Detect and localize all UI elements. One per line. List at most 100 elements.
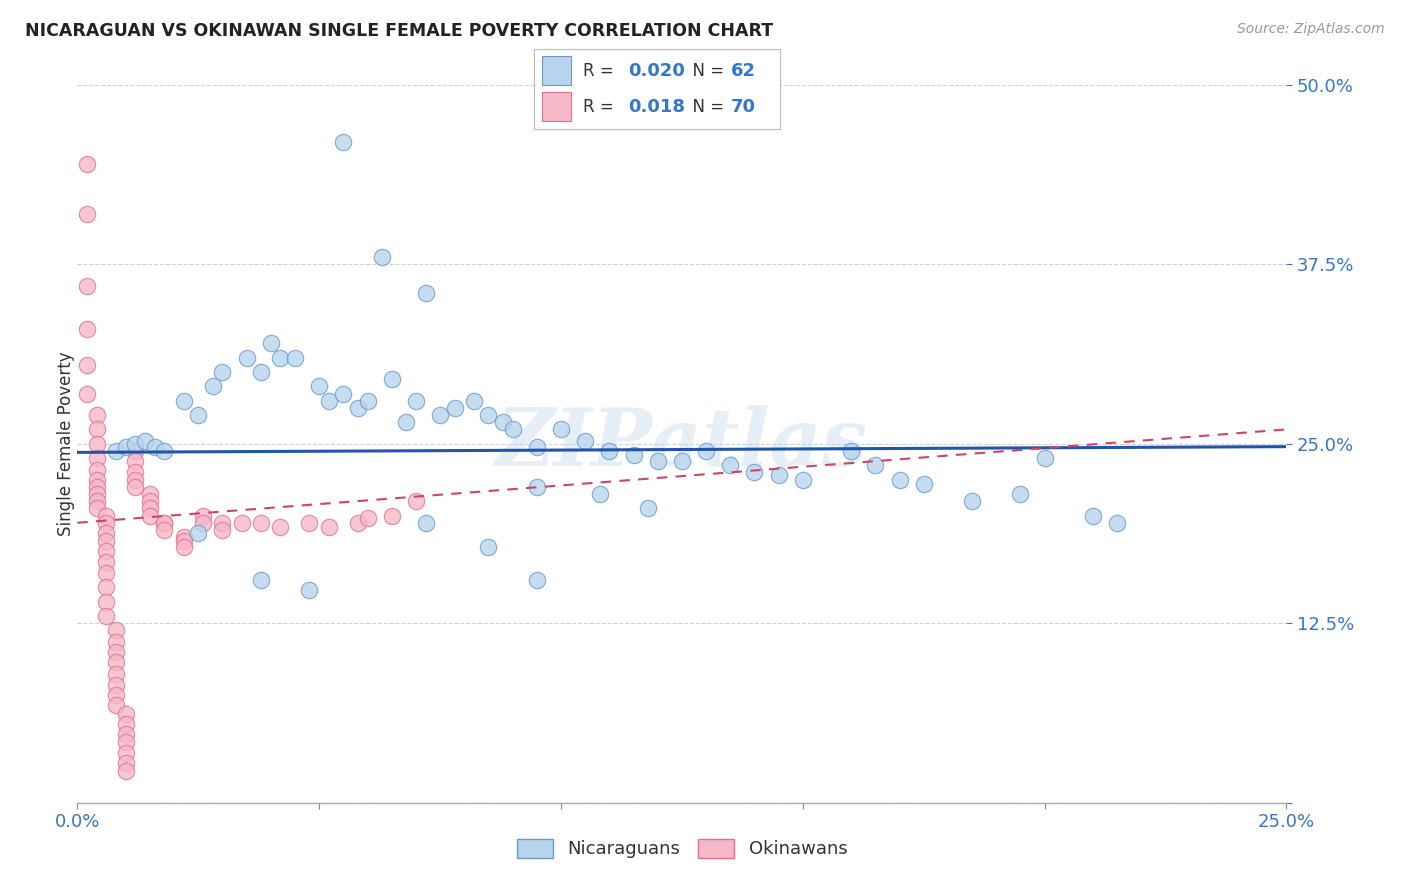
Point	[718, 458, 741, 473]
Point	[347, 516, 370, 530]
Point	[623, 448, 645, 462]
Point	[260, 336, 283, 351]
Point	[114, 746, 136, 760]
Point	[86, 436, 108, 450]
Point	[201, 379, 224, 393]
Point	[86, 487, 108, 501]
Point	[589, 487, 612, 501]
Point	[114, 756, 136, 770]
Point	[153, 516, 176, 530]
Point	[768, 468, 790, 483]
Point	[318, 393, 340, 408]
Point	[463, 393, 485, 408]
Point	[865, 458, 887, 473]
Point	[114, 735, 136, 749]
Point	[114, 706, 136, 721]
Point	[839, 444, 862, 458]
Text: 0.018: 0.018	[627, 98, 685, 116]
Point	[139, 501, 162, 516]
Point	[1081, 508, 1104, 523]
Point	[173, 534, 195, 549]
Point	[191, 508, 214, 523]
Point	[405, 494, 427, 508]
Point	[105, 645, 128, 659]
Point	[477, 408, 499, 422]
Point	[105, 698, 128, 713]
Point	[124, 473, 146, 487]
Point	[76, 207, 98, 221]
Point	[526, 480, 548, 494]
Point	[76, 322, 98, 336]
Point	[332, 386, 354, 401]
Point	[96, 544, 118, 558]
Point	[86, 494, 108, 508]
Point	[526, 440, 548, 454]
Point	[96, 595, 118, 609]
Point	[114, 764, 136, 779]
Point	[231, 516, 253, 530]
Point	[105, 635, 128, 649]
Point	[211, 516, 233, 530]
Point	[105, 666, 128, 681]
Text: 70: 70	[731, 98, 756, 116]
Point	[105, 678, 128, 692]
Point	[105, 624, 128, 638]
Point	[381, 508, 404, 523]
Point	[415, 516, 437, 530]
Point	[86, 451, 108, 466]
Bar	[541, 93, 571, 121]
Point	[86, 501, 108, 516]
Point	[298, 516, 321, 530]
Point	[76, 157, 98, 171]
Point	[298, 583, 321, 598]
Point	[1107, 516, 1129, 530]
Text: 62: 62	[731, 62, 756, 79]
Point	[139, 487, 162, 501]
Point	[124, 454, 146, 468]
Point	[96, 508, 118, 523]
Point	[284, 351, 307, 365]
Text: Source: ZipAtlas.com: Source: ZipAtlas.com	[1237, 22, 1385, 37]
Point	[76, 386, 98, 401]
Point	[134, 434, 156, 448]
Text: N =: N =	[682, 62, 730, 79]
Point	[86, 408, 108, 422]
Point	[356, 393, 378, 408]
Point	[502, 422, 524, 436]
Point	[143, 440, 166, 454]
Point	[114, 440, 136, 454]
Text: R =: R =	[583, 98, 620, 116]
Bar	[541, 56, 571, 86]
Point	[250, 365, 273, 379]
Point	[105, 444, 128, 458]
Point	[114, 727, 136, 741]
Point	[671, 454, 693, 468]
Point	[405, 393, 427, 408]
Point	[598, 444, 620, 458]
Point	[187, 408, 209, 422]
Point	[153, 444, 176, 458]
Text: NICARAGUAN VS OKINAWAN SINGLE FEMALE POVERTY CORRELATION CHART: NICARAGUAN VS OKINAWAN SINGLE FEMALE POV…	[25, 22, 773, 40]
Point	[647, 454, 669, 468]
Text: N =: N =	[682, 98, 730, 116]
Point	[308, 379, 330, 393]
Point	[269, 351, 291, 365]
Point	[235, 351, 257, 365]
Point	[96, 525, 118, 540]
Point	[211, 523, 233, 537]
Point	[86, 473, 108, 487]
Point	[637, 501, 659, 516]
Point	[173, 530, 195, 544]
Point	[1010, 487, 1032, 501]
Point	[153, 523, 176, 537]
Point	[318, 520, 340, 534]
Legend: Nicaraguans, Okinawans: Nicaraguans, Okinawans	[509, 831, 855, 865]
Point	[153, 516, 176, 530]
Point	[347, 401, 370, 415]
Point	[269, 520, 291, 534]
Point	[96, 609, 118, 624]
Point	[415, 285, 437, 300]
Point	[114, 716, 136, 731]
Point	[356, 511, 378, 525]
Point	[889, 473, 911, 487]
